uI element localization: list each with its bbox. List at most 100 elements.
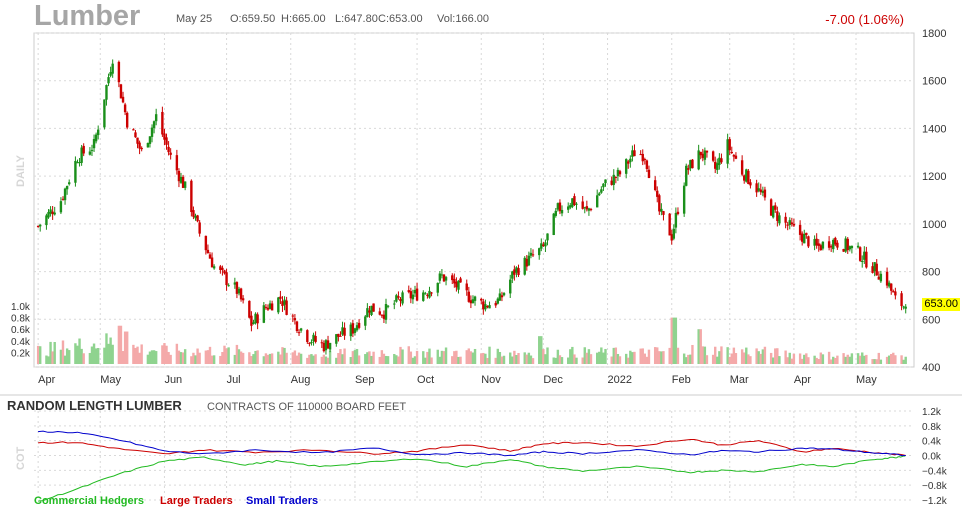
candle-body: [846, 238, 849, 251]
candle-body: [140, 147, 143, 150]
candle-body: [96, 129, 100, 136]
candle-body: [618, 171, 622, 175]
volume-bar: [293, 350, 297, 364]
candle-body: [482, 301, 485, 310]
volume-bar: [656, 347, 659, 364]
volume-bar: [538, 336, 541, 364]
candle-body: [560, 209, 564, 214]
candle-body: [146, 143, 150, 148]
candle-body: [523, 257, 526, 275]
candle-body: [47, 212, 50, 218]
candle-body: [233, 282, 237, 285]
candle-body: [335, 334, 338, 344]
candle-body: [80, 147, 83, 163]
volume-bar: [488, 346, 491, 364]
volume-bar: [134, 347, 137, 364]
candle-body: [167, 146, 170, 153]
candle-body: [676, 211, 680, 215]
volume-bar: [745, 347, 748, 364]
candle-body: [181, 176, 185, 188]
candle-body: [832, 239, 835, 250]
volume-bar: [645, 356, 649, 364]
candle-body: [368, 310, 371, 313]
volume-bar: [163, 343, 166, 364]
volume-bar: [805, 353, 808, 364]
volume-bar: [726, 347, 729, 364]
volume-bar: [103, 347, 106, 364]
volume-bar: [674, 317, 678, 364]
volume-bar: [763, 346, 767, 364]
volume-bar: [175, 343, 179, 364]
volume-bar: [682, 353, 686, 364]
candle-body: [256, 314, 259, 324]
volume-bar: [386, 356, 390, 364]
candle-body: [63, 188, 67, 201]
candle-body: [685, 165, 688, 186]
candle-body: [270, 303, 274, 311]
volume-bar: [877, 352, 880, 364]
candle-body: [612, 174, 615, 185]
candle-body: [774, 205, 777, 210]
volume-bar: [730, 353, 733, 364]
candle-body: [353, 328, 357, 333]
volume-bar: [277, 351, 280, 364]
candle-body: [538, 248, 541, 256]
volume-bar: [467, 348, 471, 364]
candle-body: [788, 220, 791, 226]
price-tick-label: 1200: [922, 171, 946, 183]
volume-bar: [442, 351, 446, 364]
candle-body: [598, 193, 601, 196]
volume-bar: [252, 354, 255, 364]
candle-body: [558, 202, 562, 212]
volume-bar: [792, 353, 796, 364]
volume-bar: [295, 355, 299, 364]
volume-bar: [776, 348, 779, 364]
volume-bar: [629, 350, 632, 364]
price-tick-label: 1000: [922, 219, 946, 231]
candle-body: [422, 292, 425, 301]
candle-body: [401, 292, 404, 304]
volume-bar: [349, 357, 352, 364]
cot-side-label: COT: [15, 446, 27, 470]
cot-tick-label: 0.8k: [922, 422, 942, 433]
volume-bar: [571, 346, 574, 364]
volume-bar: [873, 359, 876, 364]
volume-bar: [718, 351, 721, 364]
candle-body: [871, 266, 874, 273]
cot-tick-label: −1.2k: [922, 496, 948, 507]
volume-bar: [788, 352, 791, 364]
candle-body: [687, 168, 690, 170]
volume-bar: [879, 359, 883, 364]
volume-bar: [544, 354, 547, 364]
volume-bar: [871, 359, 874, 364]
volume-bar: [407, 346, 410, 364]
volume-bar: [546, 347, 549, 364]
volume-bar: [734, 353, 738, 364]
candle-body: [647, 169, 651, 179]
candle-body: [784, 216, 787, 223]
candle-body: [631, 150, 634, 157]
cot-tick-label: 0.4k: [922, 437, 942, 448]
cot-panel: 1.2k 0.8k 0.4k 0.0k −0.4k −0.8k −1.2k: [34, 407, 948, 507]
volume-tick-label: 0.8k: [11, 314, 31, 325]
volume-bar: [161, 345, 164, 364]
candle-body: [745, 169, 748, 182]
volume-bar: [206, 350, 210, 364]
volume-bar: [834, 357, 837, 364]
candle-body: [281, 301, 284, 306]
main-frame: [33, 32, 915, 368]
candle-body: [496, 298, 500, 304]
volume-bar: [711, 354, 715, 364]
candle-body: [627, 161, 630, 164]
cot-tick-label: −0.8k: [922, 481, 948, 492]
volume-bar: [219, 355, 222, 364]
volume-bar: [904, 356, 907, 364]
volume-bar: [190, 356, 193, 364]
volume-bar: [714, 346, 717, 364]
candle-body: [177, 170, 181, 182]
volume-bar: [786, 357, 789, 364]
volume-bar: [844, 356, 847, 364]
volume-bar: [496, 348, 500, 364]
volume-bar: [819, 352, 823, 364]
